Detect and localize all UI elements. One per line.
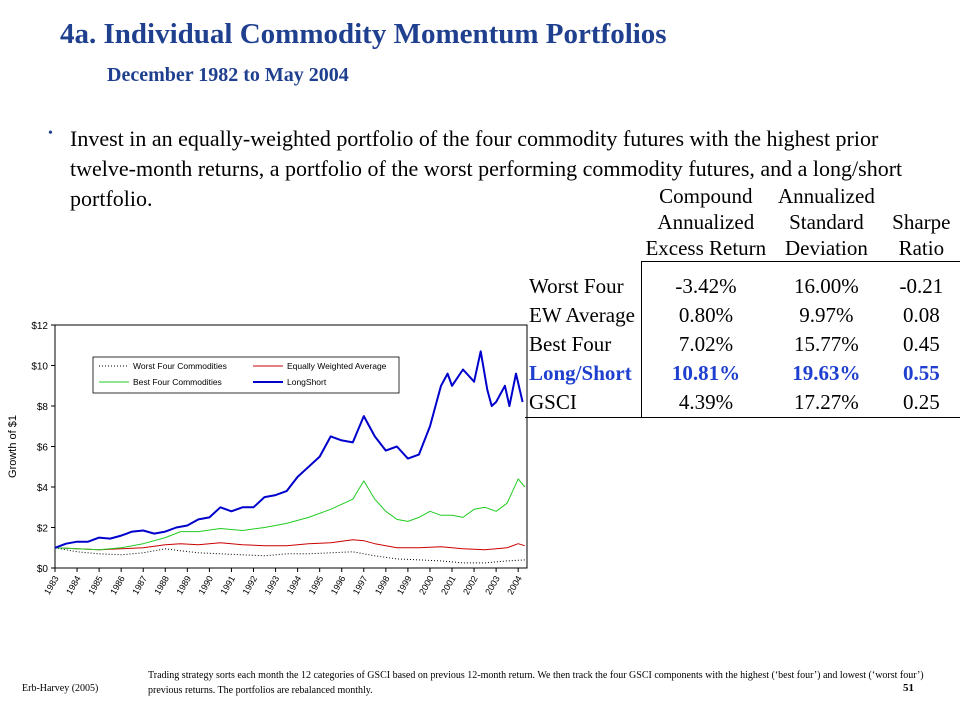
x-tick-label: 1999 <box>395 574 414 596</box>
table-row-highlighted: Long/Short 10.81% 19.63% 0.55 <box>525 359 960 388</box>
x-tick-label: 1984 <box>64 574 83 596</box>
series-line-4 <box>54 350 524 549</box>
table-header-cell: Deviation <box>770 235 883 262</box>
x-tick-label: 1996 <box>329 574 348 596</box>
table-header-cell: Ratio <box>882 235 960 262</box>
sharpe-cell: 0.08 <box>902 303 940 327</box>
x-tick-label: 1997 <box>351 574 370 596</box>
y-axis-title: Growth of $1 <box>7 415 19 478</box>
x-tick-label: 1995 <box>307 574 326 596</box>
table-spacer <box>525 261 642 272</box>
page-number: 51 <box>903 682 914 694</box>
bullet-text: Invest in an equally-weighted portfolio … <box>70 126 903 211</box>
table-header-empty <box>525 235 641 262</box>
growth-line-chart: $0 $2 $4 $6 $8 $10 $12 1983 1984 1985 1986 1987 1988… <box>7 321 528 596</box>
sharpe-cell: 0.25 <box>882 388 960 418</box>
table-spacer <box>641 262 960 273</box>
table-header-cell: Compound <box>659 184 753 208</box>
author-credit: Erb-Harvey (2005) <box>22 683 99 694</box>
y-tick-label: $12 <box>31 321 48 332</box>
x-tick-label: 1989 <box>174 574 193 596</box>
row-label: Worst Four <box>525 272 642 301</box>
stdev-cell: 19.63% <box>792 361 861 385</box>
x-tick-label: 1998 <box>373 574 392 596</box>
x-tick-label: 1988 <box>152 574 171 596</box>
footnote: Trading strategy sorts each month the 12… <box>148 670 924 696</box>
table-row: GSCI 4.39% 17.27% 0.25 <box>525 388 960 418</box>
return-cell: 4.39% <box>641 388 771 418</box>
x-tick-label: 1983 <box>42 574 61 596</box>
legend-label-1: Worst Four Commodities <box>133 361 227 371</box>
x-tick-label: 1990 <box>196 574 215 596</box>
legend-box <box>92 356 400 394</box>
row-label: GSCI <box>525 388 642 418</box>
y-tick-label: $2 <box>37 524 49 535</box>
table-header-cell: Annualized <box>657 210 755 234</box>
table-row: Worst Four -3.42% 16.00% -0.21 <box>525 272 960 301</box>
slide-title: 4a. Individual Commodity Momentum Portfo… <box>60 18 667 50</box>
y-tick-label: $4 <box>37 483 49 494</box>
stdev-cell: 17.27% <box>770 388 883 418</box>
legend-label-3: Best Four Commodities <box>133 377 222 387</box>
x-tick-label: 2001 <box>439 574 458 596</box>
x-tick-label: 1993 <box>263 574 282 596</box>
sharpe-cell: -0.21 <box>899 274 944 298</box>
y-tick-label: $0 <box>37 564 49 575</box>
stdev-cell: 9.97% <box>799 303 854 327</box>
series-line-2 <box>54 539 525 551</box>
legend-label-2: Equally Weighted Average <box>287 361 387 371</box>
x-tick-label: 2002 <box>461 574 480 596</box>
statistics-table: Compound Annualized Annualized Standard … <box>525 183 960 418</box>
table-row: Best Four 7.02% 15.77% 0.45 <box>525 330 960 359</box>
table-header-cell <box>883 183 960 209</box>
table-row: EW Average 0.80% 9.97% 0.08 <box>525 301 960 330</box>
table-header-cell: Excess Return <box>641 235 771 262</box>
series-line-1 <box>54 547 525 564</box>
sharpe-cell: 0.45 <box>902 332 940 356</box>
return-cell: -3.42% <box>675 274 737 298</box>
y-tick-label: $8 <box>37 402 49 413</box>
table-header-cell: Sharpe <box>892 210 951 234</box>
sharpe-cell: 0.55 <box>902 361 940 385</box>
x-tick-label: 1991 <box>219 574 238 596</box>
bullet-dot-icon: • <box>48 126 53 141</box>
x-tick-label: 1994 <box>285 574 304 596</box>
slide-subtitle: December 1982 to May 2004 <box>107 64 349 86</box>
x-tick-label: 2004 <box>505 574 524 596</box>
table-header-empty <box>525 209 641 235</box>
x-tick-label: 2000 <box>417 574 436 596</box>
x-tick-label: 1986 <box>108 574 127 596</box>
x-tick-label: 1987 <box>130 574 149 596</box>
x-tick-label: 2003 <box>483 574 502 596</box>
table-header-cell: Standard <box>789 210 864 234</box>
row-label: EW Average <box>525 301 642 330</box>
table-header-cell: Annualized <box>778 184 875 208</box>
y-tick-label: $10 <box>31 362 48 373</box>
series-line-3 <box>54 478 526 551</box>
y-tick-label: $6 <box>37 443 49 454</box>
x-tick-label: 1992 <box>241 574 260 596</box>
x-tick-label: 1985 <box>86 574 105 596</box>
stdev-cell: 16.00% <box>794 274 859 298</box>
stdev-cell: 15.77% <box>794 332 859 356</box>
row-label: Long/Short <box>525 359 642 388</box>
return-cell: 7.02% <box>678 332 734 356</box>
legend-label-4: LongShort <box>287 377 327 387</box>
return-cell: 0.80% <box>678 303 734 327</box>
return-cell: 10.81% <box>671 361 741 385</box>
row-label: Best Four <box>525 330 642 359</box>
table-header-empty <box>525 183 641 209</box>
